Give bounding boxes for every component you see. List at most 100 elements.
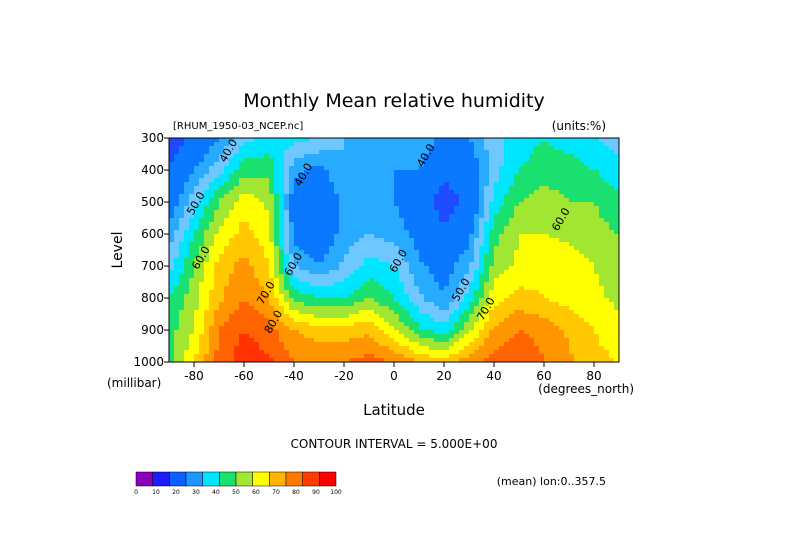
field-cell <box>589 350 595 355</box>
field-cell <box>399 346 405 351</box>
field-cell <box>429 146 435 151</box>
field-cell <box>229 282 235 287</box>
field-cell <box>604 178 610 183</box>
field-cell <box>204 254 210 259</box>
field-cell <box>374 206 380 211</box>
field-cell <box>559 262 565 267</box>
field-cell <box>599 218 605 223</box>
field-cell <box>354 234 360 239</box>
field-cell <box>584 318 590 323</box>
field-cell <box>319 286 325 291</box>
field-cell <box>514 330 520 335</box>
field-cell <box>599 346 605 351</box>
field-cell <box>339 138 345 143</box>
field-cell <box>399 326 405 331</box>
field-cell <box>439 322 445 327</box>
field-cell <box>514 218 520 223</box>
field-cell <box>464 326 470 331</box>
field-cell <box>399 226 405 231</box>
field-cell <box>384 246 390 251</box>
field-cell <box>384 162 390 167</box>
field-cell <box>364 170 370 175</box>
field-cell <box>224 214 230 219</box>
field-cell <box>544 190 550 195</box>
field-cell <box>304 246 310 251</box>
field-cell <box>439 142 445 147</box>
field-cell <box>374 250 380 255</box>
field-cell <box>499 250 505 255</box>
field-cell <box>544 294 550 299</box>
field-cell <box>184 198 190 203</box>
field-cell <box>604 322 610 327</box>
field-cell <box>379 334 385 339</box>
field-cell <box>324 242 330 247</box>
field-cell <box>499 342 505 347</box>
field-cell <box>489 330 495 335</box>
field-cell <box>209 198 215 203</box>
field-cell <box>429 290 435 295</box>
field-cell <box>544 254 550 259</box>
field-cell <box>424 266 430 271</box>
field-cell <box>369 138 375 143</box>
field-cell <box>514 190 520 195</box>
field-cell <box>199 202 205 207</box>
field-cell <box>294 154 300 159</box>
field-cell <box>344 346 350 351</box>
field-cell <box>459 246 465 251</box>
field-cell <box>454 138 460 143</box>
field-cell <box>609 170 615 175</box>
field-cell <box>549 242 555 247</box>
field-cell <box>304 166 310 171</box>
field-cell <box>279 206 285 211</box>
field-cell <box>254 198 260 203</box>
field-cell <box>414 262 420 267</box>
field-cell <box>469 354 475 359</box>
field-cell <box>439 238 445 243</box>
field-cell <box>564 230 570 235</box>
field-cell <box>529 194 535 199</box>
field-cell <box>214 310 220 315</box>
field-cell <box>519 258 525 263</box>
field-cell <box>569 226 575 231</box>
field-cell <box>414 182 420 187</box>
field-cell <box>519 150 525 155</box>
field-cell <box>509 326 515 331</box>
field-cell <box>394 294 400 299</box>
field-cell <box>339 142 345 147</box>
field-cell <box>489 302 495 307</box>
field-cell <box>424 290 430 295</box>
field-cell <box>289 322 295 327</box>
field-cell <box>609 186 615 191</box>
field-cell <box>169 170 175 175</box>
field-cell <box>224 210 230 215</box>
field-cell <box>199 286 205 291</box>
field-cell <box>184 258 190 263</box>
field-cell <box>494 214 500 219</box>
field-cell <box>234 222 240 227</box>
field-cell <box>554 242 560 247</box>
field-cell <box>324 174 330 179</box>
field-cell <box>589 282 595 287</box>
field-cell <box>384 210 390 215</box>
field-cell <box>184 186 190 191</box>
field-cell <box>409 150 415 155</box>
field-cell <box>469 182 475 187</box>
field-cell <box>259 294 265 299</box>
field-cell <box>484 250 490 255</box>
field-cell <box>204 242 210 247</box>
field-cell <box>344 222 350 227</box>
field-cell <box>504 154 510 159</box>
field-cell <box>564 286 570 291</box>
field-cell <box>259 342 265 347</box>
field-cell <box>324 138 330 143</box>
field-cell <box>354 334 360 339</box>
field-cell <box>454 194 460 199</box>
field-cell <box>589 278 595 283</box>
field-cell <box>409 162 415 167</box>
field-cell <box>199 246 205 251</box>
field-cell <box>184 246 190 251</box>
field-cell <box>454 322 460 327</box>
field-cell <box>604 310 610 315</box>
field-cell <box>239 198 245 203</box>
field-cell <box>319 250 325 255</box>
